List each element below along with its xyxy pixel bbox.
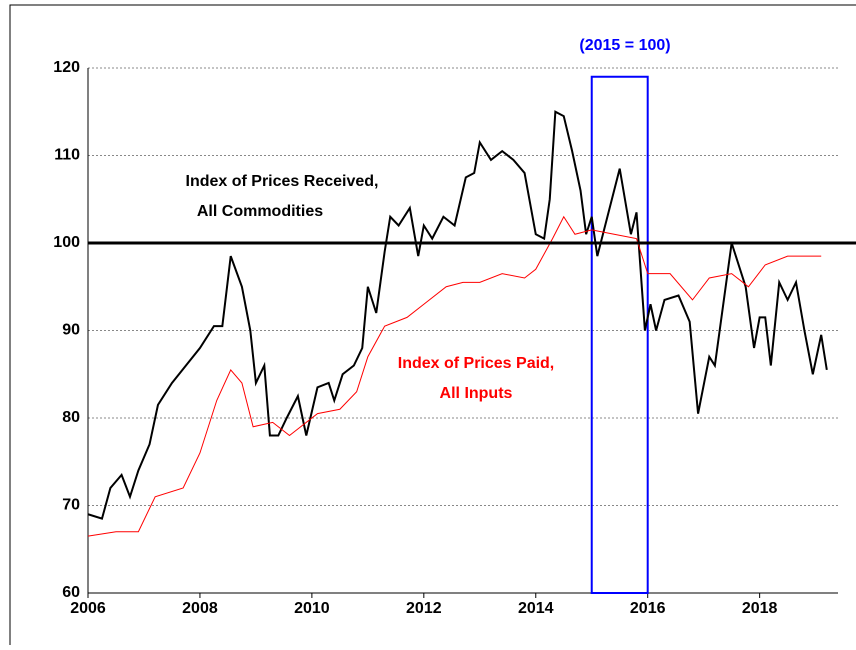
series-line — [87, 215, 822, 537]
y-tick-label: 100 — [53, 234, 80, 251]
annotation: All Inputs — [440, 385, 513, 402]
frame — [9, 4, 856, 650]
x-tick-label: 2014 — [518, 600, 554, 617]
x-tick-label: 2008 — [182, 600, 218, 617]
y-tick-label: 110 — [54, 147, 80, 164]
annotation: All Commodities — [197, 203, 323, 220]
x-tick-label: 2006 — [70, 600, 106, 617]
x-tick-label: 2018 — [742, 600, 778, 617]
y-tick-label: 120 — [53, 59, 80, 76]
x-tick-label: 2010 — [294, 600, 330, 617]
y-tick-label: 60 — [62, 584, 80, 601]
annotation: Index of Prices Paid, — [398, 355, 555, 372]
annotation: (2015 = 100) — [579, 37, 670, 54]
x-tick-label: 2012 — [406, 600, 442, 617]
y-tick-label: 70 — [62, 497, 80, 514]
highlight-box — [590, 75, 649, 594]
annotation: Index of Prices Received, — [186, 173, 379, 190]
series-line — [87, 110, 828, 520]
x-tick-label: 2016 — [630, 600, 666, 617]
y-tick-label: 90 — [62, 322, 80, 339]
y-tick-label: 80 — [62, 409, 80, 426]
